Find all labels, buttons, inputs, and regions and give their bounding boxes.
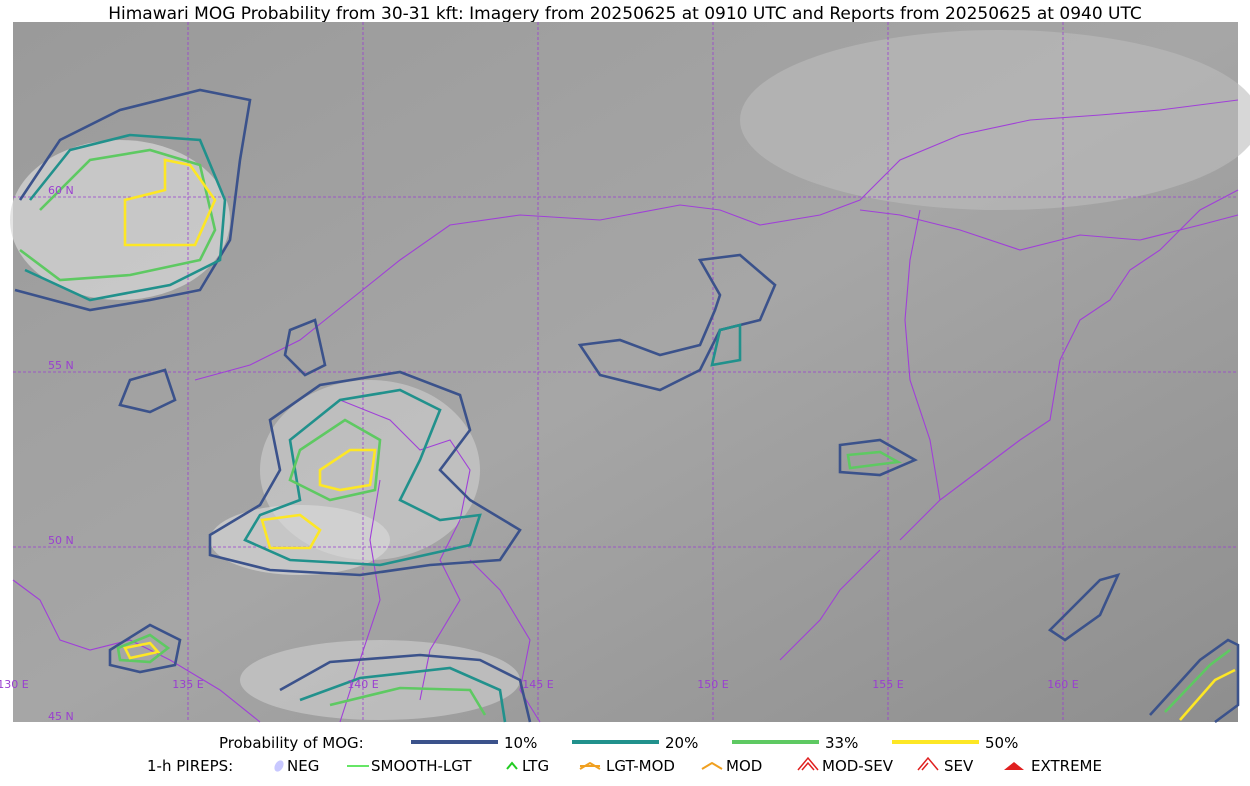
contour-50 xyxy=(318,448,377,492)
contour-50 xyxy=(260,513,322,550)
legend-label: 20% xyxy=(665,734,698,752)
contour-50 xyxy=(1179,668,1236,721)
legend-label: SMOOTH-LGT xyxy=(371,757,472,775)
lat-label: 55 N xyxy=(48,359,74,372)
lon-label: 140 E xyxy=(347,678,378,691)
lon-label: 135 E xyxy=(172,678,203,691)
legend-label: EXTREME xyxy=(1031,757,1102,775)
coastline xyxy=(194,99,1239,381)
legend-label: 33% xyxy=(825,734,858,752)
contours xyxy=(14,88,1240,724)
contour-10 xyxy=(108,623,182,674)
contour-20 xyxy=(243,388,482,567)
lat-label: 60 N xyxy=(48,184,74,197)
title: Himawari MOG Probability from 30-31 kft:… xyxy=(108,4,1142,24)
legend-label: MOD xyxy=(726,757,762,775)
cloud xyxy=(10,140,230,300)
lon-label: 160 E xyxy=(1047,678,1078,691)
legend-symbol xyxy=(274,760,284,772)
cloud xyxy=(740,30,1250,210)
contour-10 xyxy=(1047,573,1121,642)
legend-label: SEV xyxy=(944,757,974,775)
legend-label: LTG xyxy=(522,757,549,775)
coastline xyxy=(779,549,881,661)
cloud xyxy=(240,640,520,720)
lat-label: 50 N xyxy=(48,534,74,547)
legend-symbol xyxy=(797,756,819,771)
contour-10 xyxy=(208,370,522,577)
contour-50 xyxy=(123,641,161,660)
coastline xyxy=(12,579,261,723)
coastline xyxy=(904,209,941,501)
lon-label: 145 E xyxy=(522,678,553,691)
contour-10 xyxy=(279,653,532,723)
contour-10 xyxy=(838,438,918,477)
contour-10 xyxy=(577,253,777,392)
legend-label: 50% xyxy=(985,734,1018,752)
contour-10 xyxy=(14,88,252,312)
lon-label: 130 E xyxy=(0,678,29,691)
contour-33 xyxy=(288,418,382,502)
contour-33 xyxy=(846,450,903,470)
contour-20 xyxy=(710,323,742,367)
contour-20 xyxy=(24,133,227,302)
legend-symbol xyxy=(701,761,723,770)
contour-50 xyxy=(123,158,217,247)
lon-label: 150 E xyxy=(697,678,728,691)
coastline xyxy=(899,189,1239,541)
legend-symbol xyxy=(506,761,518,770)
contour-20 xyxy=(299,666,507,723)
legend-title: Probability of MOG: xyxy=(219,734,364,752)
coastline xyxy=(859,209,1239,251)
contour-33 xyxy=(116,633,171,664)
contour-33 xyxy=(329,686,487,716)
lat-label: 45 N xyxy=(48,710,74,723)
legend-label: MOD-SEV xyxy=(822,757,894,775)
lon-label: 155 E xyxy=(872,678,903,691)
legend-symbol xyxy=(579,761,601,770)
map: 130 E 135 E 140 E 145 E 150 E 155 E 160 … xyxy=(0,22,1250,724)
contour-33 xyxy=(1164,648,1231,713)
legend-label: NEG xyxy=(287,757,319,775)
contour-10 xyxy=(118,368,177,414)
legend-label: LGT-MOD xyxy=(606,757,675,775)
contour-10 xyxy=(1149,638,1240,724)
coastline xyxy=(469,559,541,723)
legend-symbol xyxy=(917,756,939,771)
contour-33 xyxy=(19,148,217,282)
legend: Probability of MOG: 10% 20% 33% 50% 1-h … xyxy=(147,734,1102,775)
legend-symbol xyxy=(1004,762,1024,770)
contour-10 xyxy=(283,318,327,377)
legend-label: 10% xyxy=(504,734,537,752)
legend-title: 1-h PIREPS: xyxy=(147,757,233,775)
